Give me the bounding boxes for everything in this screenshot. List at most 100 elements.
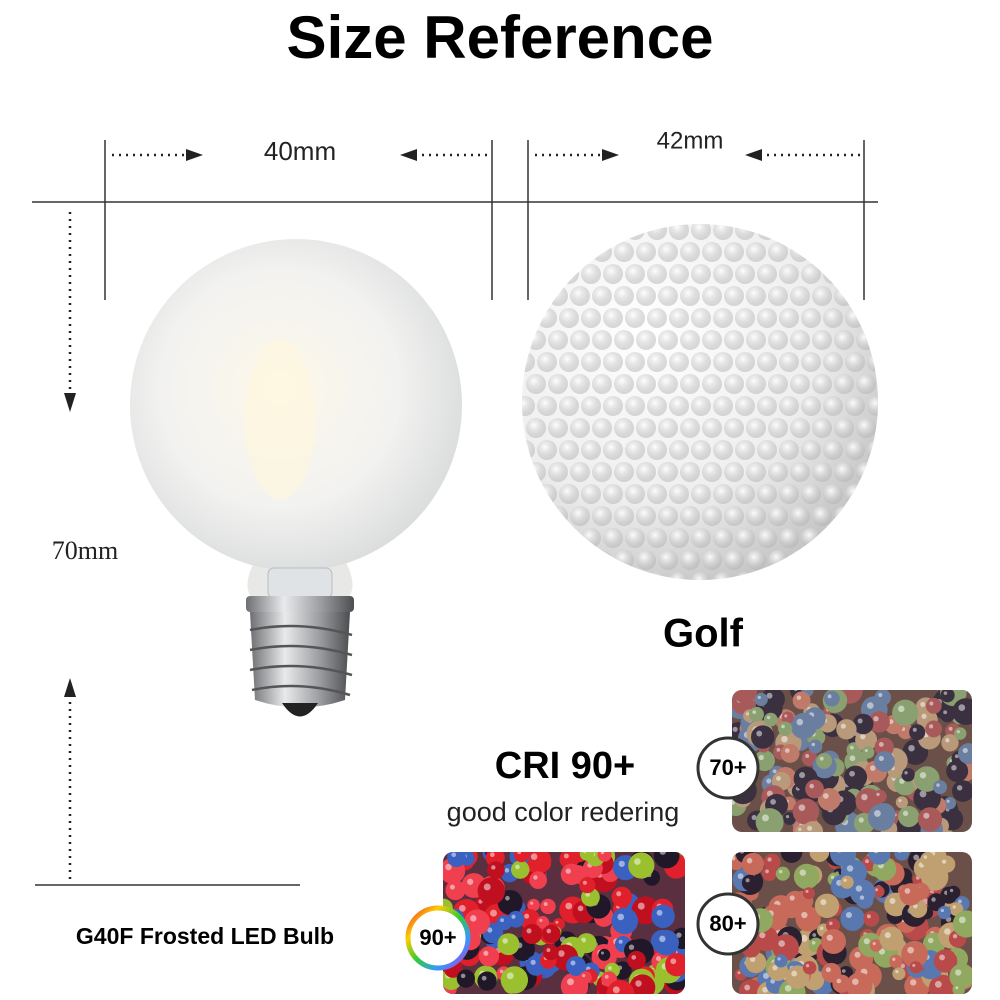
dimple (713, 484, 733, 504)
berry-highlight (955, 969, 962, 976)
berry-highlight (962, 747, 968, 754)
berry-highlight (908, 744, 915, 752)
berry (914, 766, 940, 792)
dimple (746, 506, 766, 526)
dimple (537, 264, 557, 284)
berry-highlight (524, 913, 530, 919)
berry (611, 907, 639, 935)
berry-highlight (819, 756, 824, 761)
dimple (845, 440, 865, 460)
berry-highlight (958, 704, 966, 711)
berry (832, 974, 851, 993)
berry-highlight (835, 852, 843, 853)
berry (772, 934, 799, 961)
berry (816, 752, 833, 769)
berry (507, 910, 525, 928)
berry (795, 906, 821, 932)
dimple (570, 506, 590, 526)
dimple (790, 418, 810, 438)
dimple (812, 242, 832, 262)
berry-highlight (804, 690, 808, 691)
berry-highlight (555, 920, 559, 924)
dimple (812, 462, 832, 482)
dimple (548, 242, 568, 262)
dimple (702, 374, 722, 394)
dimple (522, 484, 535, 504)
berry-highlight (822, 793, 829, 799)
dimple (746, 330, 766, 350)
berry-highlight (948, 726, 953, 731)
berry-highlight (793, 690, 798, 692)
berry-highlight (585, 892, 590, 897)
berry-highlight (777, 957, 781, 961)
berry (892, 699, 919, 726)
berry-highlight (785, 815, 790, 819)
dimple (713, 528, 733, 548)
dimple (757, 264, 777, 284)
dimple (570, 550, 590, 570)
berry-highlight (490, 909, 497, 917)
berry-highlight (470, 915, 477, 922)
berry-highlight (944, 928, 951, 935)
berry-highlight (483, 883, 491, 891)
dimple (779, 440, 799, 460)
berry (952, 983, 965, 994)
berry-highlight (505, 895, 510, 901)
berry (785, 965, 810, 989)
berry-highlight (767, 857, 772, 862)
cri-subtitle: good color redering (447, 797, 680, 827)
dimple (636, 462, 656, 482)
berry-highlight (846, 865, 854, 872)
dimple (691, 264, 711, 284)
dimple (526, 242, 546, 262)
berry-highlight (781, 735, 788, 743)
badge-label: 70+ (709, 755, 746, 780)
dimple (559, 352, 579, 372)
dimple (856, 418, 876, 438)
berry-highlight (897, 705, 905, 713)
berry (513, 852, 530, 863)
dimple (845, 572, 865, 580)
berry-highlight (530, 853, 538, 860)
dimple (570, 330, 590, 350)
berry-highlight (929, 701, 934, 706)
berry (477, 877, 506, 905)
badge (696, 736, 760, 800)
dimple (559, 528, 579, 548)
dimple (867, 224, 878, 240)
berry (753, 926, 779, 952)
berry-highlight (732, 726, 738, 732)
dimple (856, 374, 876, 394)
dimple (779, 264, 799, 284)
berry-highlight (616, 891, 622, 897)
berry (540, 898, 556, 915)
dimple (658, 462, 678, 482)
berry-highlight (874, 810, 881, 817)
dimple (581, 440, 601, 460)
berry-highlight (949, 888, 954, 893)
berry (840, 906, 865, 931)
berry-highlight (752, 710, 757, 714)
berry-photo (732, 852, 972, 994)
dimple (702, 550, 722, 570)
dimple (647, 352, 667, 372)
dimple (669, 308, 689, 328)
dimple (570, 242, 590, 262)
berry (869, 939, 883, 952)
dimple (559, 224, 579, 240)
berry (755, 808, 784, 832)
berry (867, 803, 896, 832)
berry-highlight (483, 950, 489, 956)
berry-highlight (511, 914, 516, 919)
dimple (834, 418, 854, 438)
dimple (834, 462, 854, 482)
berry (783, 812, 796, 826)
berry (939, 706, 956, 723)
dimple (647, 440, 667, 460)
berry (761, 690, 785, 712)
dimple (680, 330, 700, 350)
dimple (757, 224, 777, 240)
dimple (812, 374, 832, 394)
berry-highlight (805, 963, 810, 968)
berry-highlight (943, 710, 948, 715)
